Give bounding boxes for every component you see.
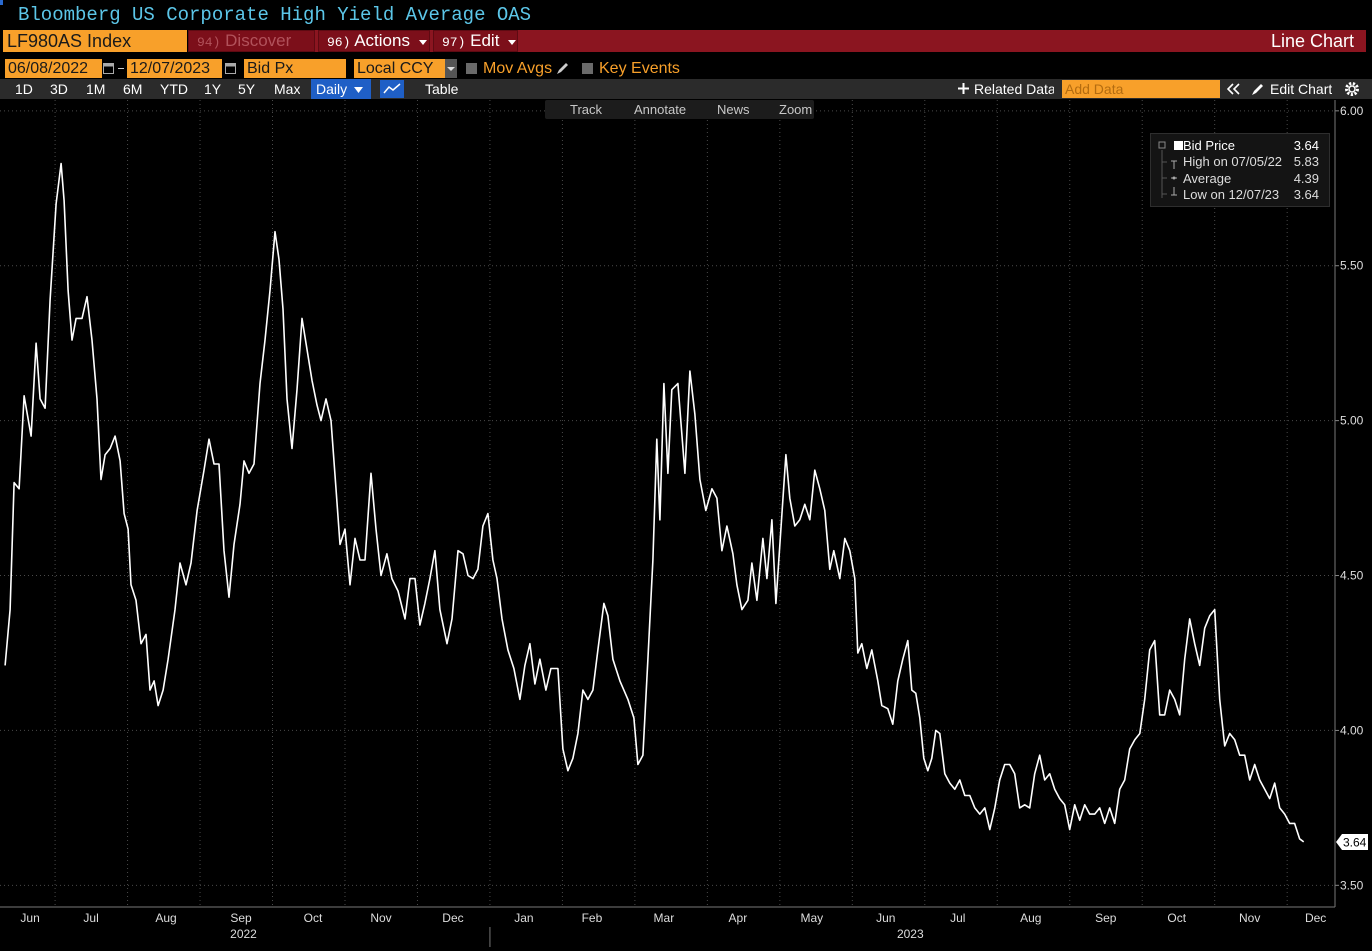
related-data[interactable]: Related Data: [974, 81, 1054, 97]
x-tick-label: Jul: [83, 911, 98, 925]
option-label: Mov Avgs: [483, 60, 553, 77]
calendar-icon[interactable]: [225, 61, 236, 74]
x-tick-label: Jun: [20, 911, 39, 925]
x-tick-label: Nov: [370, 911, 391, 925]
x-group-label: 2022: [230, 927, 257, 941]
last-value-tag: [1336, 833, 1368, 850]
pencil-icon: [1252, 84, 1263, 95]
range-button[interactable]: 5Y: [238, 81, 256, 97]
dropdown-arrow: [418, 40, 427, 45]
placeholder: Add Data: [1065, 81, 1124, 97]
range-button[interactable]: YTD: [160, 81, 188, 97]
legend-icons: [1158, 141, 1183, 198]
x-tick-label: Apr: [729, 911, 748, 925]
dropdown-arrow: [354, 87, 364, 93]
legend-label: Low on 12/07/23: [1183, 187, 1280, 202]
range-button[interactable]: 1D: [15, 81, 33, 97]
legend: Bid Price 3.64 High on 07/05/22 5.83 Avera…: [1150, 133, 1330, 207]
y-tick-label: 6.00: [1340, 104, 1364, 118]
legend-label: Average: [1183, 170, 1232, 186]
menu-edit[interactable]: 97) Edit: [433, 30, 518, 52]
date-separator: [118, 68, 124, 69]
legend-value: 5.83: [1293, 154, 1319, 169]
x-tick-label: Aug: [155, 911, 176, 925]
menu-actions[interactable]: 96) Actions: [318, 30, 430, 52]
tool-zoom[interactable]: Zoom: [779, 102, 813, 117]
x-tick-label: Mar: [654, 911, 675, 925]
x-tick-label: Nov: [1239, 911, 1260, 925]
menu-label: Discover: [225, 31, 292, 50]
price-line: [4, 162, 1305, 843]
range-button[interactable]: 1Y: [204, 81, 222, 97]
menu-label: Edit: [470, 31, 500, 50]
x-tick-label: Jul: [950, 911, 965, 925]
x-tick-label: Oct: [304, 911, 323, 925]
y-tick-label: 4.00: [1340, 723, 1364, 737]
pencil-icon[interactable]: [556, 61, 568, 75]
legend-label: Bid Price: [1183, 138, 1236, 153]
ticker-field[interactable]: LF980AS Index: [3, 30, 187, 52]
x-tick-label: Sep: [230, 911, 252, 925]
calendar-icon[interactable]: [103, 61, 114, 74]
range-button[interactable]: 3D: [50, 81, 68, 97]
x-group-label: 2023: [897, 927, 924, 941]
x-tick-label: Dec: [442, 911, 463, 925]
end-date[interactable]: 12/07/2023: [127, 59, 222, 78]
plus-icon: [958, 83, 969, 94]
tool-annotate[interactable]: Annotate: [634, 102, 687, 117]
table-button[interactable]: Table: [425, 81, 459, 97]
add-data-input[interactable]: Add Data: [1062, 80, 1220, 98]
range-button[interactable]: Max: [274, 81, 301, 97]
checkbox[interactable]: [582, 63, 593, 74]
y-tick-label: 5.00: [1340, 414, 1364, 428]
frequency-label: Daily: [316, 81, 348, 97]
chart: 3.50 4.00 4.50 5.00 5.50 6.00 Jun Jul Aug Sep Oct N…: [0, 100, 1368, 947]
start-date[interactable]: 06/08/2022: [5, 59, 102, 78]
x-tick-label: Dec: [1305, 911, 1326, 925]
frequency-select[interactable]: Daily: [311, 79, 371, 99]
field-select[interactable]: Bid Px: [244, 59, 346, 78]
option-label: Key Events: [599, 60, 680, 77]
collapse-button[interactable]: [1227, 83, 1241, 95]
x-tick-label: Feb: [582, 911, 603, 925]
x-tick-label: Jan: [514, 911, 533, 925]
dropdown-button[interactable]: [445, 59, 457, 78]
range-button[interactable]: 1M: [86, 81, 106, 97]
corner-mark: [0, 0, 3, 5]
currency-select[interactable]: Local CCY: [354, 59, 445, 78]
edit-chart-button[interactable]: Edit Chart: [1270, 81, 1333, 97]
x-tick-label: Sep: [1095, 911, 1117, 925]
x-tick-label: Oct: [1167, 911, 1186, 925]
menu-key: 97): [442, 35, 466, 50]
settings-icon[interactable]: [1344, 81, 1360, 97]
chart-type-button[interactable]: [380, 80, 404, 98]
chart-tools: [545, 100, 814, 119]
x-tick-label: Jun: [876, 911, 895, 925]
security-title: Bloomberg US Corporate High Yield Averag…: [18, 4, 532, 26]
x-tick-label: May: [800, 911, 823, 925]
y-tick-label: 5.50: [1340, 259, 1364, 273]
menu-key: 94): [197, 35, 221, 50]
last-value-label: 3.64: [1343, 835, 1367, 849]
legend-label: High on 07/05/22: [1183, 154, 1283, 169]
y-tick-label: 3.50: [1340, 878, 1364, 892]
x-tick-label: Aug: [1020, 911, 1041, 925]
menu-label: Actions: [354, 31, 410, 50]
legend-value: 3.64: [1293, 138, 1319, 153]
legend-value: 4.39: [1293, 170, 1319, 186]
dropdown-arrow: [508, 40, 517, 45]
legend-value: 3.64: [1293, 187, 1319, 202]
range-button[interactable]: 6M: [123, 81, 143, 97]
tool-news[interactable]: News: [717, 102, 750, 117]
menu-discover[interactable]: 94) Discover: [188, 30, 315, 52]
checkbox[interactable]: [466, 63, 477, 74]
y-tick-label: 4.50: [1340, 569, 1364, 583]
view-name: Line Chart: [1270, 31, 1354, 51]
menu-key: 96): [327, 35, 351, 50]
tool-track[interactable]: Track: [570, 102, 603, 117]
